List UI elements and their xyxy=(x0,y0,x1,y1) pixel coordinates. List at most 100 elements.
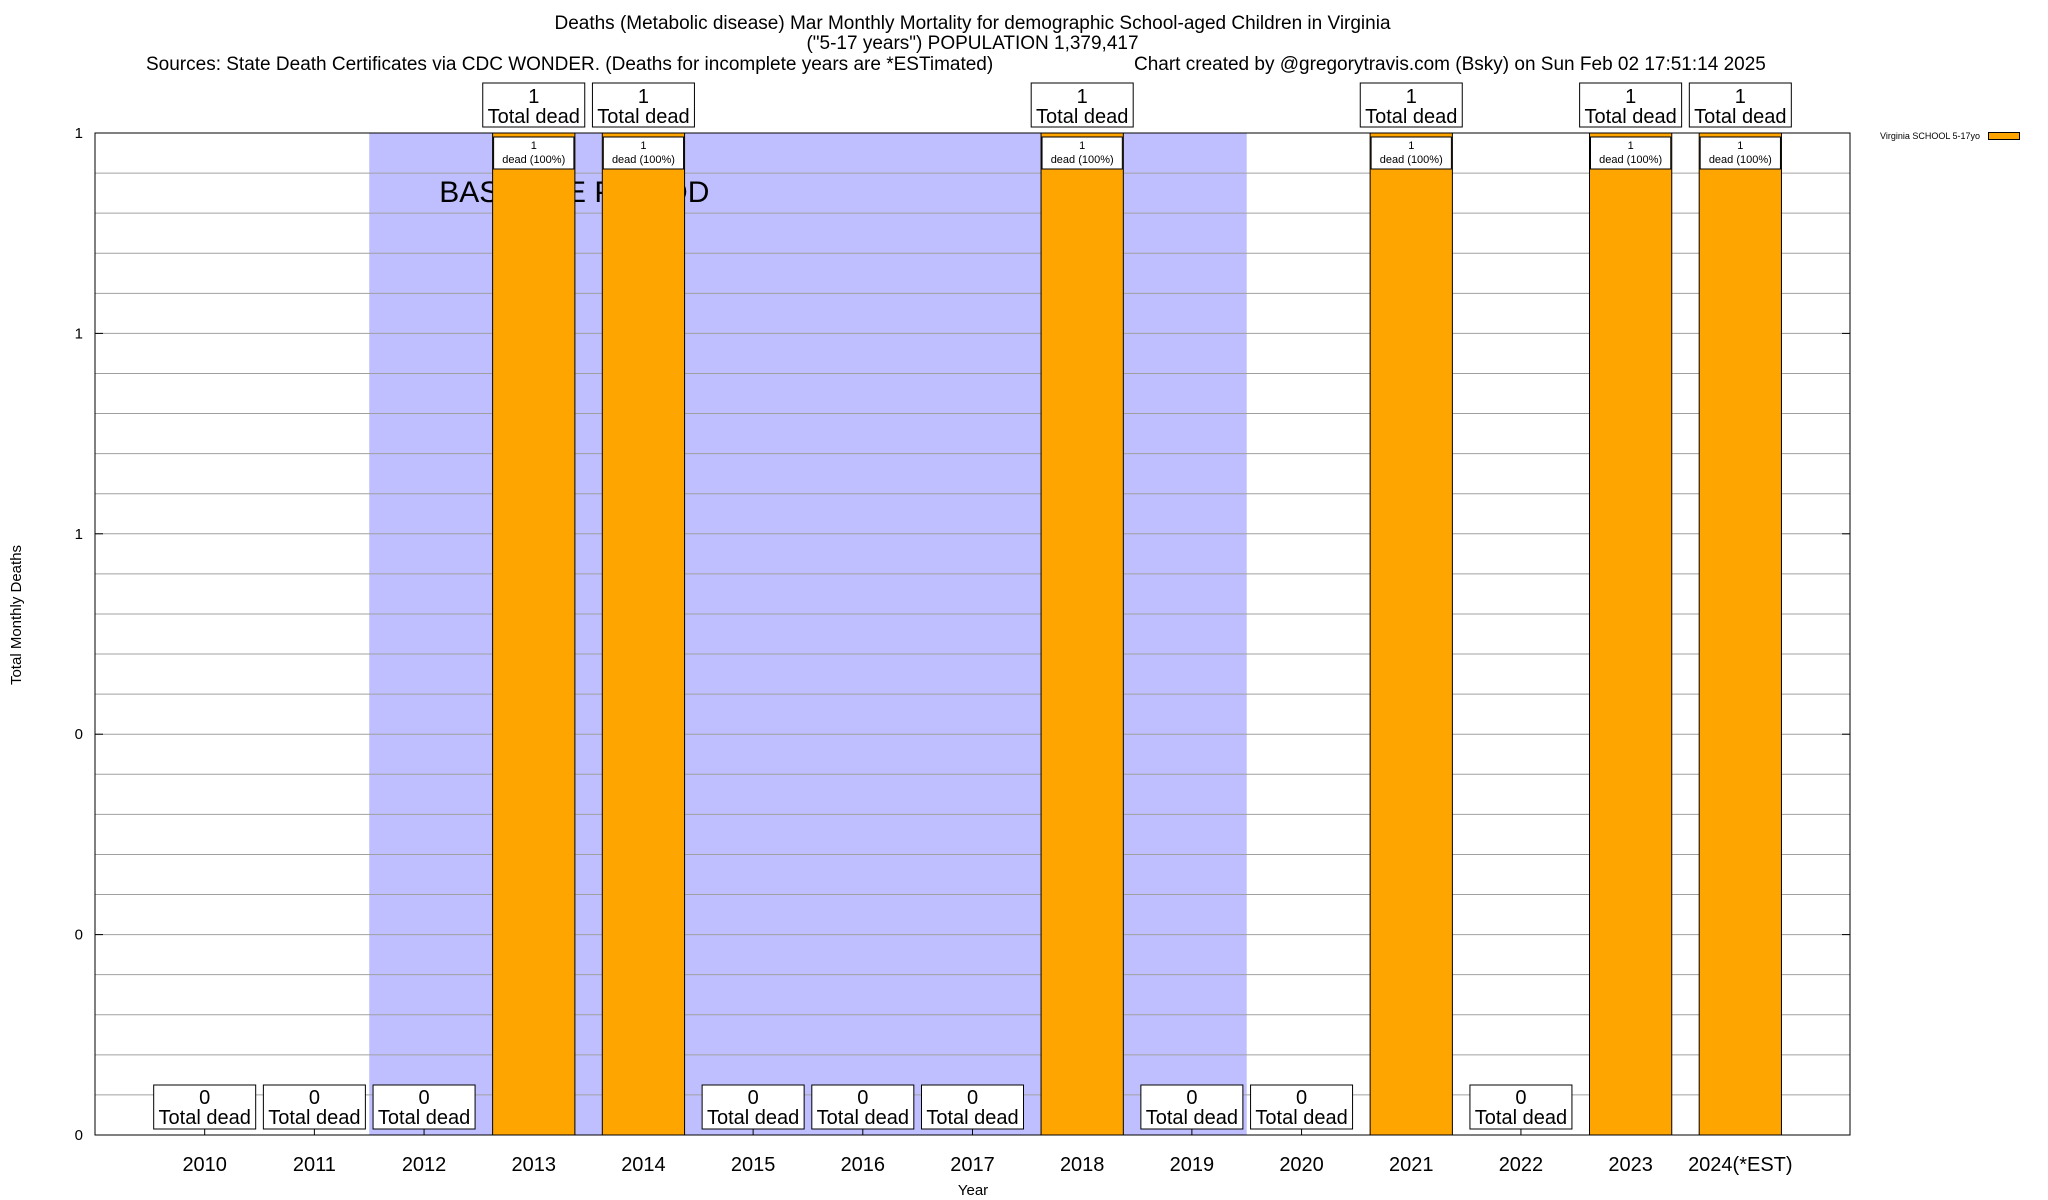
y-tick-label: 0 xyxy=(75,1127,83,1144)
total-label-box xyxy=(1469,1084,1573,1130)
total-value: 0 xyxy=(309,1087,320,1109)
x-tick-label: 2015 xyxy=(731,1154,776,1176)
total-label: Total dead xyxy=(488,106,580,128)
y-tick-label: 1 xyxy=(75,125,83,142)
chart-credit: Chart created by @gregorytravis.com (Bsk… xyxy=(1134,54,1766,75)
total-label: Total dead xyxy=(926,1107,1018,1129)
segment-label: dead (100%) xyxy=(1380,154,1443,166)
segment-value: 1 xyxy=(1628,140,1634,152)
total-value: 0 xyxy=(419,1087,430,1109)
total-label-box xyxy=(921,1084,1024,1130)
total-value: 0 xyxy=(199,1087,210,1109)
y-tick-label: 0 xyxy=(75,927,83,944)
segment-label: dead (100%) xyxy=(1709,154,1772,166)
segment-value: 1 xyxy=(531,140,537,152)
x-tick-label: 2020 xyxy=(1279,1154,1324,1176)
legend-label: Virginia SCHOOL 5-17yo xyxy=(1880,131,1981,141)
total-value: 0 xyxy=(857,1087,868,1109)
total-value: 0 xyxy=(748,1087,759,1109)
total-value: 0 xyxy=(1296,1087,1307,1109)
total-label-box xyxy=(811,1084,915,1130)
total-label: Total dead xyxy=(707,1107,799,1129)
segment-label-box xyxy=(1041,136,1123,170)
x-tick-label: 2021 xyxy=(1389,1154,1434,1176)
segment-value: 1 xyxy=(640,140,646,152)
bar xyxy=(1588,132,1673,1136)
segment-label: dead (100%) xyxy=(1051,154,1114,166)
y-tick-label: 1 xyxy=(75,526,83,543)
x-tick-label: 2017 xyxy=(950,1154,995,1176)
segment-value: 1 xyxy=(1408,140,1414,152)
total-value: 1 xyxy=(638,86,649,108)
segment-label: dead (100%) xyxy=(502,154,565,166)
x-tick-label: 2013 xyxy=(512,1154,557,1176)
segment-label-box xyxy=(1370,136,1452,170)
x-tick-label: 2016 xyxy=(841,1154,886,1176)
total-value: 1 xyxy=(1406,86,1417,108)
total-label-box xyxy=(701,1084,805,1130)
segment-label-box xyxy=(1699,136,1781,170)
y-axis-label: Total Monthly Deaths xyxy=(8,545,25,685)
total-label-box xyxy=(1688,82,1792,128)
x-tick-label: 2024(*EST) xyxy=(1688,1154,1793,1176)
total-label: Total dead xyxy=(268,1107,360,1129)
segment-label: dead (100%) xyxy=(612,154,675,166)
total-label-box xyxy=(262,1084,366,1130)
chart-subtitle: ("5-17 years") POPULATION 1,379,417 xyxy=(806,33,1139,54)
total-label: Total dead xyxy=(1584,106,1676,128)
total-label-box xyxy=(1140,1084,1244,1130)
total-label: Total dead xyxy=(378,1107,470,1129)
x-axis-label: Year xyxy=(958,1182,988,1199)
x-tick-label: 2014 xyxy=(621,1154,666,1176)
total-label: Total dead xyxy=(597,106,689,128)
y-tick-label: 1 xyxy=(75,325,83,342)
total-label: Total dead xyxy=(817,1107,909,1129)
total-label-box xyxy=(1250,1084,1354,1130)
total-value: 1 xyxy=(1625,86,1636,108)
x-tick-label: 2012 xyxy=(402,1154,447,1176)
total-label: Total dead xyxy=(1475,1107,1567,1129)
total-label-box xyxy=(372,1084,476,1130)
x-tick-label: 2019 xyxy=(1170,1154,1215,1176)
total-label-box xyxy=(1359,82,1463,128)
total-label-box xyxy=(1579,82,1683,128)
bar xyxy=(1040,132,1124,1136)
segment-label: dead (100%) xyxy=(1599,154,1662,166)
x-tick-label: 2023 xyxy=(1608,1154,1653,1176)
y-tick-label: 0 xyxy=(75,726,83,743)
total-label-box xyxy=(1030,82,1134,128)
segment-label-box xyxy=(493,136,575,170)
total-value: 1 xyxy=(528,86,539,108)
chart-title: Deaths (Metabolic disease) Mar Monthly M… xyxy=(554,13,1391,34)
x-tick-label: 2022 xyxy=(1499,1154,1544,1176)
total-label: Total dead xyxy=(1255,1107,1347,1129)
bar xyxy=(492,132,576,1136)
legend-swatch xyxy=(1988,132,2021,140)
total-label-box xyxy=(591,82,695,128)
x-tick-label: 2018 xyxy=(1060,1154,1105,1176)
segment-value: 1 xyxy=(1079,140,1085,152)
total-label-box xyxy=(482,82,586,128)
total-label: Total dead xyxy=(1365,106,1457,128)
plot-border xyxy=(94,132,1851,1136)
total-value: 0 xyxy=(1186,1087,1197,1109)
total-value: 0 xyxy=(967,1087,978,1109)
total-value: 1 xyxy=(1735,86,1746,108)
segment-label-box xyxy=(1589,136,1672,170)
total-value: 1 xyxy=(1077,86,1088,108)
segment-value: 1 xyxy=(1737,140,1743,152)
total-label: Total dead xyxy=(1036,106,1128,128)
bar xyxy=(601,132,686,1136)
bar xyxy=(1369,132,1453,1136)
total-label: Total dead xyxy=(1146,1107,1238,1129)
total-label: Total dead xyxy=(159,1107,251,1129)
total-label-box xyxy=(153,1084,257,1130)
total-value: 0 xyxy=(1515,1087,1526,1109)
x-tick-label: 2011 xyxy=(293,1154,336,1176)
total-label: Total dead xyxy=(1694,106,1786,128)
chart-sources: Sources: State Death Certificates via CD… xyxy=(146,54,994,75)
segment-label-box xyxy=(602,136,685,170)
x-tick-label: 2010 xyxy=(182,1154,227,1176)
legend: Virginia SCHOOL 5-17yo xyxy=(1880,131,2021,141)
